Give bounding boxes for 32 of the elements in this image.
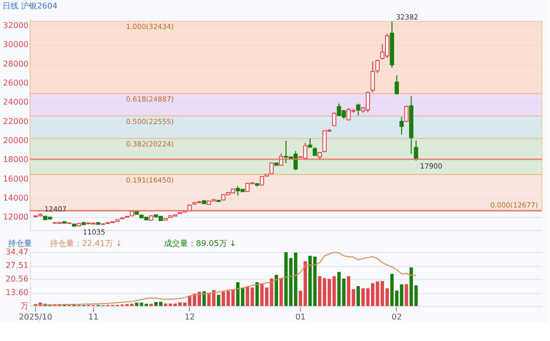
x-tick-label: 01 bbox=[295, 312, 306, 322]
candlestick bbox=[404, 104, 409, 123]
y-tick-label: 34.47 bbox=[6, 248, 28, 256]
text: 成交量：89.05万 ↓ bbox=[164, 239, 236, 248]
chart-title: 日线 沪银2604 bbox=[2, 2, 58, 11]
y-tick-label: 20000 bbox=[3, 136, 28, 145]
y-tick-label: 24000 bbox=[3, 98, 28, 107]
y-tick-label: 32000 bbox=[3, 20, 28, 30]
y-tick-label: 28000 bbox=[3, 59, 28, 68]
candlestick bbox=[356, 103, 360, 116]
y-tick-label: 16000 bbox=[3, 174, 28, 184]
line-series bbox=[35, 252, 417, 306]
y-tick-label: 18000 bbox=[3, 155, 28, 164]
x-tick-label: 11 bbox=[88, 312, 98, 322]
x-tick-label: 2025/10 bbox=[18, 312, 52, 322]
y-tick-label: 26000 bbox=[3, 78, 28, 88]
y-tick-label: 30000 bbox=[3, 40, 28, 50]
candlestick bbox=[394, 74, 399, 95]
candlestick bbox=[332, 112, 336, 127]
text: 持仓量：22.41万 ↓ bbox=[50, 239, 122, 248]
x-tick-label: 02 bbox=[392, 312, 402, 322]
y-tick-label: 13.60 bbox=[6, 288, 28, 298]
y-tick-label: 12000 bbox=[3, 212, 28, 222]
y-tick-label: 20.56 bbox=[6, 274, 28, 284]
x-tick-label: 12 bbox=[184, 312, 195, 322]
y-tick-label: 14000 bbox=[3, 194, 28, 203]
y-tick-label: 万 bbox=[20, 302, 28, 310]
y-tick-label: 22000 bbox=[3, 116, 28, 126]
candlestick bbox=[414, 140, 418, 162]
chart-title: 持仓量 bbox=[8, 239, 32, 248]
y-tick-label: 27.51 bbox=[6, 261, 28, 270]
candlestick bbox=[399, 116, 404, 136]
